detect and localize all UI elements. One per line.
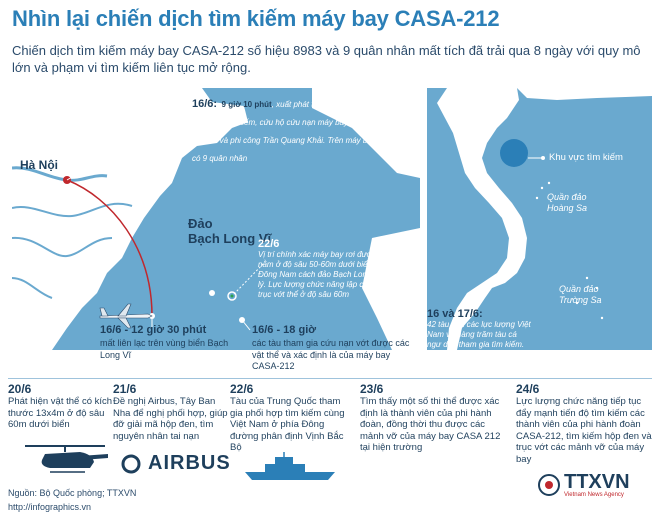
ttxvn-subtitle: Vietnam News Agency (564, 492, 624, 498)
vietnam-map-graphic (437, 88, 652, 350)
island-label: Đảo Bạch Long Vĩ (188, 216, 272, 246)
casa-plane-icon (99, 303, 153, 329)
helicopter-icon (25, 445, 108, 473)
event-16-6-departure: 16/6: 9 giờ 10 phút, xuất phát từ sân ba… (192, 94, 382, 166)
timeline-item: 23/6 Tìm thấy một số thi thể được xác đị… (360, 382, 505, 454)
event-date: 22/6 (258, 238, 280, 250)
event-16-6-lost-contact: 16/6 - 12 giờ 30 phút (100, 324, 240, 336)
url-link[interactable]: http://infographics.vn (8, 502, 92, 512)
left-map-graphic (12, 88, 420, 350)
page-title: Nhìn lại chiến dịch tìm kiếm máy bay CAS… (12, 6, 500, 31)
hoang-sa-label: Quần đảo Hoàng Sa (547, 192, 588, 213)
event-date: 16/6 - 18 giờ (252, 324, 317, 336)
timeline-text: Đề nghị Airbus, Tây Ban Nha để nghị phối… (113, 396, 228, 442)
timeline-item: 24/6 Lực lượng chức năng tiếp tục đẩy mạ… (516, 382, 656, 465)
event-text: , xuất phát từ sân bay Gia Lâm tham gia … (192, 100, 382, 163)
ttxvn-wordmark: TTXVN (564, 471, 630, 493)
source-text: Nguồn: Bộ Quốc phòng; TTXVN (8, 488, 137, 498)
event-16-6-recovery: 16/6 - 18 giờ (252, 324, 417, 336)
timeline-text: Tìm thấy một số thi thể được xác định là… (360, 396, 501, 453)
event-16-17-6: 16 và 17/6: 42 tàu của các lực lượng Việ… (427, 308, 532, 350)
timeline-text: Tàu của Trung Quốc tham gia phối hợp tìm… (230, 396, 345, 453)
event-time: 9 giờ 10 phút (221, 100, 272, 109)
timeline-divider (8, 378, 652, 379)
timeline-item: 20/6 Phát hiện vật thể có kích thước 13x… (8, 382, 116, 431)
page-subtitle: Chiến dịch tìm kiếm máy bay CASA-212 số … (12, 43, 641, 75)
timeline-item: 21/6 Đề nghị Airbus, Tây Ban Nha để nghị… (113, 382, 228, 442)
event-text: các tàu tham gia cứu nạn vớt được các vậ… (252, 338, 410, 371)
timeline-date: 24/6 (516, 382, 540, 396)
airbus-wordmark: AIRBUS (148, 452, 231, 474)
event-text: mất liên lạc trên vùng biển Bạch Long Vĩ (100, 338, 229, 360)
airbus-logo: AIRBUS (118, 452, 231, 475)
event-text: 42 tàu của các lực lượng Việt Nam và hàn… (427, 320, 531, 349)
hanoi-label: Hà Nội (20, 158, 59, 172)
timeline-date: 21/6 (113, 382, 137, 396)
ttxvn-logo: TTXVN Vietnam News Agency (538, 472, 630, 498)
event-22-6-location: 22/6 Vị trí chính xác máy bay rơi được x… (258, 238, 413, 300)
timeline-date: 20/6 (8, 382, 32, 396)
airbus-swirl-icon (121, 454, 141, 473)
search-area-label: Khu vực tìm kiếm (549, 152, 623, 163)
event-date: 16/6: (192, 98, 218, 110)
event-date: 16/6 - 12 giờ 30 phút (100, 324, 207, 336)
truong-sa-label: Quần đảo Trường Sa (559, 284, 602, 305)
timeline-text: Lực lượng chức năng tiếp tục đẩy mạnh ti… (516, 396, 652, 465)
ttxvn-emblem-icon (538, 474, 560, 496)
timeline-date: 22/6 (230, 382, 254, 396)
event-date: 16 và 17/6: (427, 308, 483, 320)
timeline-item: 22/6 Tàu của Trung Quốc tham gia phối hợ… (230, 382, 350, 454)
timeline-date: 23/6 (360, 382, 384, 396)
event-text: Vị trí chính xác máy bay rơi được xác đị… (258, 250, 413, 299)
timeline-text: Phát hiện vật thể có kích thước 13x4m ở … (8, 396, 113, 430)
left-map: Hà Nội 16/6: 9 giờ 10 phút, xuất phát từ… (12, 88, 420, 350)
ship-icon (245, 452, 335, 480)
right-map: Khu vực tìm kiếm Quần đảo Hoàng Sa Quần … (427, 88, 652, 350)
